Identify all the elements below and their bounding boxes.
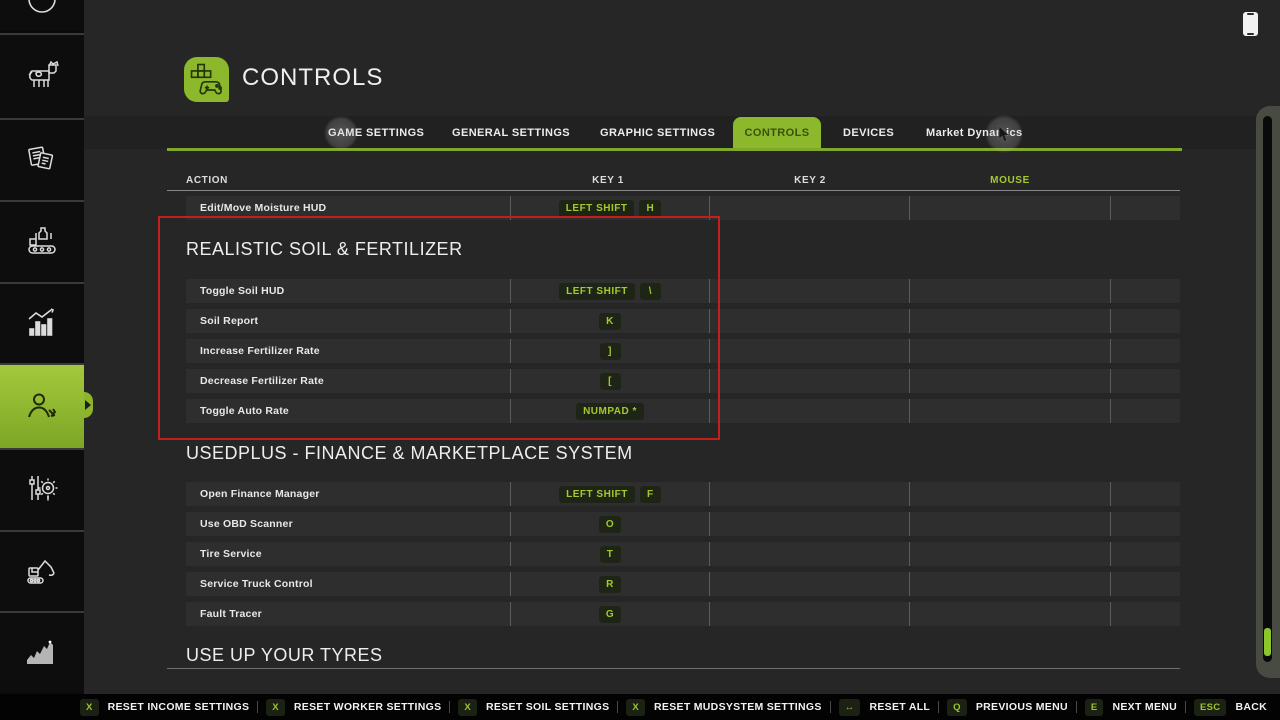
scrollbar-thumb[interactable] bbox=[1264, 628, 1271, 656]
action-label: Fault Tracer bbox=[200, 608, 262, 620]
action-label: Edit/Move Moisture HUD bbox=[200, 202, 327, 214]
table-row[interactable]: Toggle Soil HUD LEFT SHIFT \ bbox=[186, 279, 1180, 303]
cow-icon bbox=[28, 60, 59, 87]
tab-strip bbox=[84, 116, 1280, 149]
sidebar-item-production[interactable] bbox=[0, 200, 84, 282]
active-tab-arrow-icon bbox=[85, 400, 91, 410]
clock-icon bbox=[28, 0, 56, 13]
sidebar-item-vehicle-settings[interactable] bbox=[0, 448, 84, 530]
esc-key-icon: ESC bbox=[1194, 698, 1227, 716]
tab-general-settings[interactable]: GENERAL SETTINGS bbox=[452, 127, 571, 139]
table-row[interactable]: Service Truck Control R bbox=[186, 572, 1180, 596]
footer-bar: X RESET INCOME SETTINGS X RESET WORKER S… bbox=[0, 694, 1280, 720]
key-binding[interactable]: ] bbox=[599, 342, 621, 360]
column-header-key1: KEY 1 bbox=[592, 175, 624, 186]
phone-icon bbox=[1243, 12, 1258, 36]
table-row[interactable]: Edit/Move Moisture HUD LEFT SHIFT H bbox=[186, 196, 1180, 220]
sidebar bbox=[0, 0, 84, 694]
action-label: Toggle Auto Rate bbox=[200, 405, 289, 417]
x-key-icon: X bbox=[266, 698, 285, 716]
tab-market-dynamics[interactable]: Market Dynamics bbox=[926, 127, 1023, 139]
reset-soil-settings-button[interactable]: X RESET SOIL SETTINGS bbox=[458, 698, 609, 716]
back-button[interactable]: ESC BACK bbox=[1194, 698, 1267, 716]
tab-underline bbox=[167, 148, 1182, 151]
sidebar-item-contracts[interactable] bbox=[0, 118, 84, 200]
sidebar-item-clock[interactable] bbox=[0, 0, 84, 31]
scrollbar-track[interactable] bbox=[1263, 116, 1272, 662]
next-menu-button[interactable]: E NEXT MENU bbox=[1084, 698, 1177, 716]
key-binding[interactable]: T bbox=[599, 545, 621, 563]
tuning-gear-icon bbox=[29, 476, 58, 501]
column-header-action: ACTION bbox=[186, 175, 228, 186]
sidebar-item-player-controls[interactable] bbox=[0, 363, 84, 448]
mouse-cursor-icon bbox=[998, 126, 1011, 143]
area-chart-icon bbox=[27, 640, 53, 664]
section-title: USE UP YOUR TYRES bbox=[186, 645, 383, 665]
sidebar-item-construction[interactable] bbox=[0, 530, 84, 611]
reset-mudsystem-settings-button[interactable]: X RESET MUDSYSTEM SETTINGS bbox=[626, 698, 821, 716]
reset-worker-settings-button[interactable]: X RESET WORKER SETTINGS bbox=[266, 698, 441, 716]
click-halo bbox=[324, 116, 358, 150]
q-key-icon: Q bbox=[947, 698, 967, 716]
sidebar-item-finances[interactable] bbox=[0, 611, 84, 693]
table-row[interactable]: Increase Fertilizer Rate ] bbox=[186, 339, 1180, 363]
key-binding[interactable]: R bbox=[599, 575, 621, 593]
key-binding[interactable]: F bbox=[639, 485, 661, 503]
section-title: REALISTIC SOIL & FERTILIZER bbox=[186, 239, 463, 259]
key-binding[interactable]: LEFT SHIFT bbox=[559, 282, 635, 300]
action-label: Service Truck Control bbox=[200, 578, 313, 590]
table-row[interactable]: Decrease Fertilizer Rate [ bbox=[186, 369, 1180, 393]
bar-chart-icon bbox=[28, 307, 55, 336]
reset-all-button[interactable]: ↔ RESET ALL bbox=[838, 698, 930, 716]
table-row[interactable]: Soil Report K bbox=[186, 309, 1180, 333]
column-header-key2: KEY 2 bbox=[794, 175, 826, 186]
documents-icon bbox=[28, 146, 54, 170]
key-binding[interactable]: G bbox=[598, 605, 622, 623]
tab-graphic-settings[interactable]: GRAPHIC SETTINGS bbox=[600, 127, 716, 139]
sidebar-item-animals[interactable] bbox=[0, 33, 84, 118]
key-binding[interactable]: [ bbox=[599, 372, 621, 390]
gamepad-keys-icon bbox=[190, 63, 222, 94]
section-divider bbox=[167, 668, 1180, 669]
key-binding[interactable]: \ bbox=[639, 282, 661, 300]
tab-game-settings[interactable]: GAME SETTINGS bbox=[328, 127, 425, 139]
page-title: CONTROLS bbox=[242, 64, 384, 91]
x-key-icon: X bbox=[626, 698, 646, 716]
action-label: Toggle Soil HUD bbox=[200, 285, 285, 297]
table-row[interactable]: Tire Service T bbox=[186, 542, 1180, 566]
reset-income-settings-button[interactable]: X RESET INCOME SETTINGS bbox=[79, 698, 249, 716]
controls-app-icon bbox=[184, 57, 229, 102]
action-label: Increase Fertilizer Rate bbox=[200, 345, 320, 357]
table-row[interactable]: Fault Tracer G bbox=[186, 602, 1180, 626]
key-binding[interactable]: LEFT SHIFT bbox=[559, 485, 635, 503]
action-label: Soil Report bbox=[200, 315, 259, 327]
excavator-icon bbox=[27, 559, 55, 584]
player-wrench-icon bbox=[28, 393, 57, 417]
key-binding[interactable]: LEFT SHIFT bbox=[558, 199, 635, 217]
key-binding[interactable]: K bbox=[599, 312, 621, 330]
x-key-icon: X bbox=[458, 698, 478, 716]
tab-controls[interactable]: CONTROLS bbox=[733, 117, 821, 149]
action-label: Decrease Fertilizer Rate bbox=[200, 375, 324, 387]
section-title: USEDPLUS - FINANCE & MARKETPLACE SYSTEM bbox=[186, 443, 633, 463]
key-binding[interactable]: NUMPAD * bbox=[576, 402, 644, 420]
header-divider bbox=[167, 190, 1180, 191]
key-binding[interactable]: O bbox=[598, 515, 622, 533]
arrows-key-icon: ↔ bbox=[838, 698, 861, 716]
sidebar-item-statistics[interactable] bbox=[0, 282, 84, 363]
table-row[interactable]: Open Finance Manager LEFT SHIFT F bbox=[186, 482, 1180, 506]
table-row[interactable]: Toggle Auto Rate NUMPAD * bbox=[186, 399, 1180, 423]
tab-devices[interactable]: DEVICES bbox=[843, 127, 895, 139]
production-icon bbox=[28, 227, 56, 254]
action-label: Tire Service bbox=[200, 548, 262, 560]
action-label: Open Finance Manager bbox=[200, 488, 320, 500]
e-key-icon: E bbox=[1084, 698, 1104, 716]
action-label: Use OBD Scanner bbox=[200, 518, 293, 530]
table-row[interactable]: Use OBD Scanner O bbox=[186, 512, 1180, 536]
key-binding[interactable]: H bbox=[639, 199, 662, 217]
x-key-icon: X bbox=[79, 698, 99, 716]
column-header-mouse: MOUSE bbox=[990, 175, 1030, 186]
previous-menu-button[interactable]: Q PREVIOUS MENU bbox=[947, 698, 1068, 716]
